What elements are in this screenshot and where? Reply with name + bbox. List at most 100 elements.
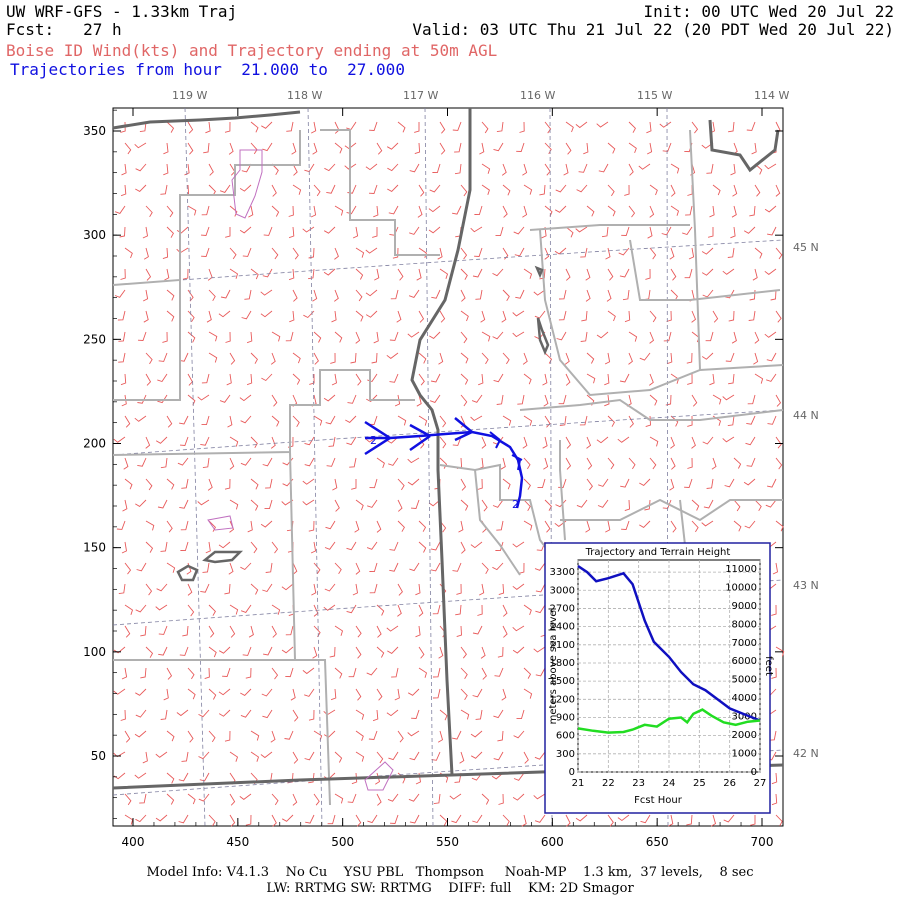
wind-barb	[302, 226, 315, 233]
wind-barb	[250, 730, 260, 741]
wind-barb	[312, 142, 318, 155]
wind-barb	[460, 184, 468, 197]
wind-barb	[617, 814, 630, 822]
wind-barb	[113, 646, 126, 654]
wind-barb	[418, 247, 427, 258]
wind-barb	[470, 226, 483, 233]
wind-barb	[460, 289, 466, 302]
wind-barb	[460, 499, 469, 511]
wind-barb	[670, 163, 680, 174]
wind-barb	[198, 751, 210, 760]
wind-barb	[325, 520, 336, 530]
wind-barb	[334, 499, 340, 512]
wind-barb	[687, 457, 693, 469]
wind-barb	[534, 310, 546, 319]
wind-barb	[397, 520, 405, 532]
wind-barb	[771, 772, 778, 785]
wind-barb	[416, 268, 422, 281]
wind-barb	[498, 583, 505, 596]
y-tick-label: 300	[83, 228, 106, 242]
wind-barb	[607, 268, 614, 281]
wind-barb	[533, 289, 546, 296]
wind-barb	[620, 478, 630, 488]
wind-barb	[724, 478, 735, 488]
wind-barb	[373, 331, 379, 344]
wind-barb	[201, 247, 210, 257]
wind-barb	[649, 373, 654, 386]
wind-barb	[649, 247, 657, 260]
wind-barb	[261, 373, 273, 382]
wind-barb	[460, 268, 468, 280]
wind-barb	[376, 646, 385, 658]
wind-barb	[372, 227, 378, 238]
wind-barb	[187, 667, 195, 680]
wind-barb	[732, 184, 738, 197]
wind-barb	[407, 730, 420, 737]
wind-barb	[496, 520, 504, 531]
wind-barb	[387, 793, 399, 802]
wind-barb	[166, 520, 173, 533]
wind-barb	[418, 604, 424, 617]
wind-barb	[396, 310, 402, 323]
wind-barb	[389, 541, 399, 551]
wind-barb	[388, 205, 399, 215]
wind-barb	[181, 478, 189, 489]
wind-barb	[414, 122, 420, 133]
wind-barb	[208, 289, 216, 302]
wind-barb	[754, 184, 761, 197]
wind-barb	[245, 814, 252, 826]
wind-barb	[502, 289, 510, 302]
wind-barb	[284, 730, 294, 740]
wind-barb	[345, 415, 357, 423]
wind-barb	[515, 289, 525, 299]
wind-barb	[431, 751, 441, 761]
wind-barb	[452, 205, 462, 215]
wind-barb	[334, 289, 339, 302]
wind-barb	[707, 227, 714, 238]
wind-barb	[241, 310, 252, 320]
wind-barb	[355, 625, 362, 638]
wind-barb	[229, 499, 239, 510]
wind-barb	[480, 646, 486, 659]
wind-barb	[113, 688, 126, 695]
wind-barb	[576, 184, 588, 193]
wind-barb	[304, 751, 315, 761]
y-tick-label: 200	[83, 437, 106, 451]
wind-barb	[458, 520, 464, 533]
wind-barb	[240, 688, 252, 696]
wind-barb	[394, 688, 400, 701]
wind-barb	[581, 310, 588, 322]
wind-barb	[586, 457, 593, 470]
wind-barb	[229, 436, 239, 447]
wind-barb	[558, 478, 567, 488]
wind-barb	[313, 331, 322, 343]
wind-barb	[460, 646, 467, 659]
wind-barb	[166, 310, 175, 322]
wind-barb	[558, 394, 567, 405]
wind-barb	[208, 646, 217, 658]
wind-barb	[645, 268, 651, 280]
wind-barb	[407, 478, 420, 486]
wind-barb	[670, 415, 679, 427]
wind-barb	[334, 205, 344, 216]
wind-barb	[601, 226, 609, 238]
y-tick-label: 250	[83, 332, 106, 346]
wind-barb	[535, 604, 546, 614]
wind-barb	[522, 163, 528, 176]
wind-barb	[701, 268, 714, 276]
wind-barb	[250, 268, 259, 280]
wind-barb	[646, 121, 652, 134]
wind-barb	[355, 709, 365, 720]
wind-barb	[166, 730, 175, 742]
wind-barb	[391, 667, 399, 678]
wind-barb	[512, 583, 525, 590]
wind-barb	[565, 373, 571, 386]
wind-barb	[229, 520, 235, 533]
wind-barb	[120, 709, 126, 721]
wind-barb	[218, 646, 231, 654]
wind-barb	[772, 562, 779, 575]
wind-barb	[493, 373, 504, 383]
wind-barb	[670, 184, 676, 197]
wind-barb	[771, 604, 777, 616]
wind-barb	[271, 247, 279, 260]
